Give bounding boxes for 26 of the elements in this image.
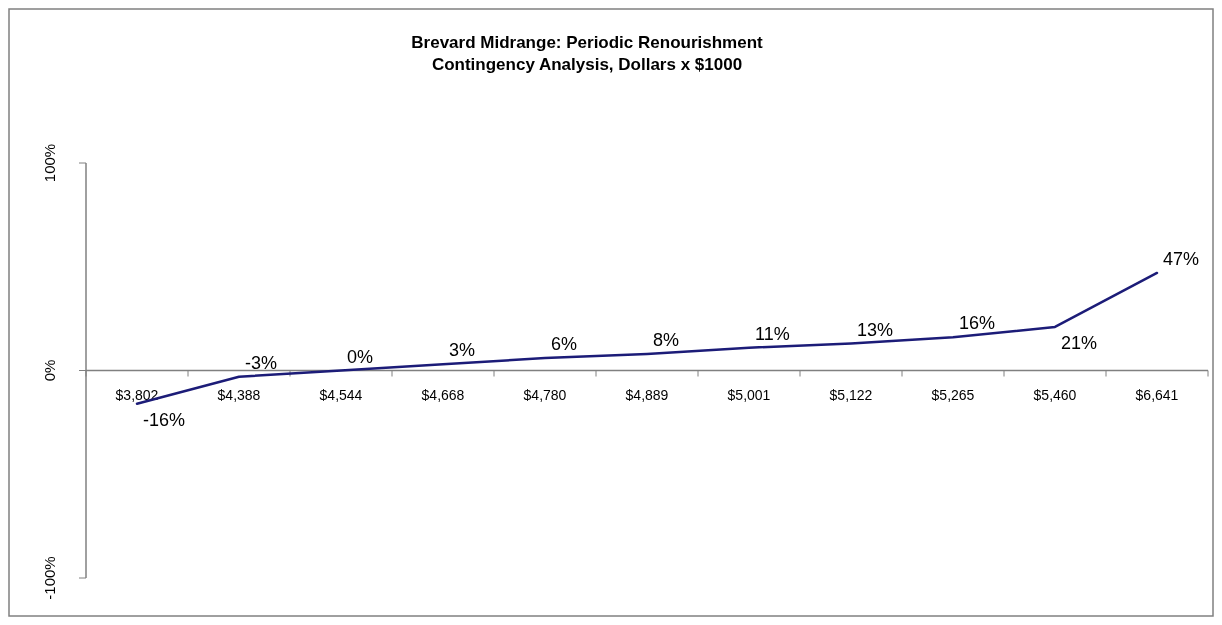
x-tick-label: $4,889 [625,386,669,403]
x-tick-label: $4,388 [217,386,261,403]
x-tick-label: $4,668 [421,386,465,403]
data-label: 8% [653,329,680,350]
y-tick-label: 0% [41,359,59,382]
chart-title: Brevard Midrange: Periodic Renourishment Contingency Analysis, Dollars x $1000 [411,33,764,74]
data-label: 11% [755,323,790,344]
data-label: 3% [449,340,476,361]
x-tick-label: $5,001 [727,386,771,403]
x-tick-label: $5,122 [829,386,873,403]
x-tick-label: $4,780 [523,386,567,403]
data-label: 13% [857,319,894,340]
data-label: 16% [959,313,996,334]
x-tick-label: $4,544 [319,386,363,403]
data-label: -16% [143,409,186,430]
data-label: 0% [347,346,374,367]
data-label: 21% [1061,332,1098,353]
y-tick-label: -100% [41,556,59,600]
y-tick-label: 100% [41,143,59,183]
data-label: 47% [1163,248,1200,269]
x-tick-label: $5,265 [931,386,975,403]
x-tick-label: $5,460 [1033,386,1077,403]
x-tick-label: $6,641 [1135,386,1179,403]
x-tick-label: $3,802 [115,386,159,403]
data-label: -3% [245,352,278,373]
data-label: 6% [551,334,578,355]
